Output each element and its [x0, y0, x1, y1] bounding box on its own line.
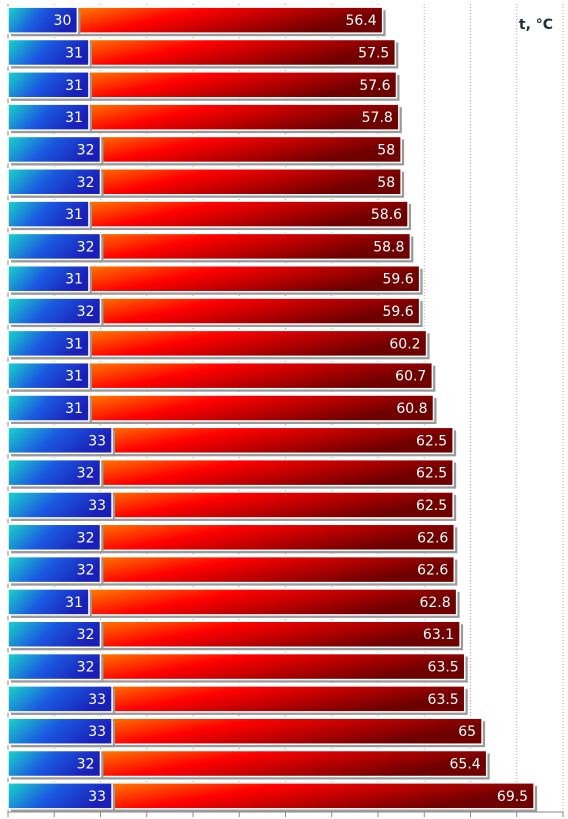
- bar: [7, 6, 79, 34]
- value-label: 31: [65, 369, 83, 385]
- value-label: 33: [88, 433, 106, 449]
- value-label: 31: [65, 207, 83, 223]
- value-label: 32: [77, 175, 95, 191]
- value-label: 62.5: [416, 466, 447, 482]
- bar: [7, 458, 102, 487]
- value-label: 62.8: [419, 595, 450, 611]
- value-label: 60.2: [389, 336, 420, 352]
- value-label: 62.6: [417, 563, 448, 579]
- value-label: 32: [77, 757, 95, 773]
- bar: [7, 297, 102, 325]
- bar: [7, 782, 113, 810]
- bar: [7, 717, 113, 745]
- value-label: 31: [65, 272, 83, 288]
- value-label: 33: [88, 498, 106, 514]
- bar: [7, 232, 102, 261]
- value-label: 32: [77, 530, 95, 546]
- value-label: 62.5: [416, 433, 447, 449]
- value-label: 32: [77, 304, 95, 320]
- value-label: 63.5: [428, 660, 459, 676]
- bar: [7, 200, 90, 228]
- value-label: 58: [377, 175, 395, 191]
- bar: [7, 264, 90, 293]
- bar: [7, 749, 102, 778]
- value-label: 65.4: [450, 757, 481, 773]
- value-label: 58.8: [373, 239, 404, 255]
- value-label: 31: [65, 401, 83, 417]
- value-label: 57.6: [359, 78, 390, 94]
- value-label: 69.5: [497, 789, 528, 805]
- bar: [7, 652, 102, 681]
- value-label: 59.6: [382, 272, 413, 288]
- bar: [7, 394, 90, 422]
- value-label: 32: [77, 466, 95, 482]
- value-label: 58: [377, 142, 395, 158]
- bar: [7, 426, 113, 455]
- axis-label: t, °C: [519, 17, 553, 33]
- value-label: 33: [88, 692, 106, 708]
- value-label: 32: [77, 239, 95, 255]
- value-label: 56.4: [345, 13, 376, 29]
- bar: [7, 685, 113, 713]
- value-label: 65: [458, 724, 476, 740]
- bar: [7, 103, 90, 131]
- bar: [7, 491, 113, 519]
- bar: [7, 135, 102, 164]
- bar: [7, 555, 102, 584]
- value-label: 31: [65, 336, 83, 352]
- bar: [7, 168, 102, 196]
- value-label: 32: [77, 142, 95, 158]
- value-label: 57.5: [358, 45, 389, 61]
- value-label: 57.8: [362, 110, 393, 126]
- value-label: 31: [65, 595, 83, 611]
- value-label: 32: [77, 627, 95, 643]
- value-label: 32: [77, 563, 95, 579]
- value-label: 62.6: [417, 530, 448, 546]
- value-label: 60.7: [395, 369, 426, 385]
- value-label: 62.5: [416, 498, 447, 514]
- value-label: 63.5: [428, 692, 459, 708]
- value-label: 32: [77, 660, 95, 676]
- value-label: 58.6: [371, 207, 402, 223]
- value-label: 63.1: [423, 627, 454, 643]
- bar: [7, 38, 90, 67]
- value-label: 59.6: [382, 304, 413, 320]
- bar: [7, 71, 90, 99]
- bar: [7, 361, 90, 390]
- bar: [7, 588, 90, 616]
- value-label: 31: [65, 45, 83, 61]
- value-label: 60.8: [396, 401, 427, 417]
- value-label: 33: [88, 724, 106, 740]
- value-label: 30: [54, 13, 72, 29]
- value-label: 31: [65, 110, 83, 126]
- value-label: 33: [88, 789, 106, 805]
- bar: [7, 329, 90, 358]
- bar: [7, 523, 102, 552]
- value-label: 31: [65, 78, 83, 94]
- bar: [7, 620, 102, 648]
